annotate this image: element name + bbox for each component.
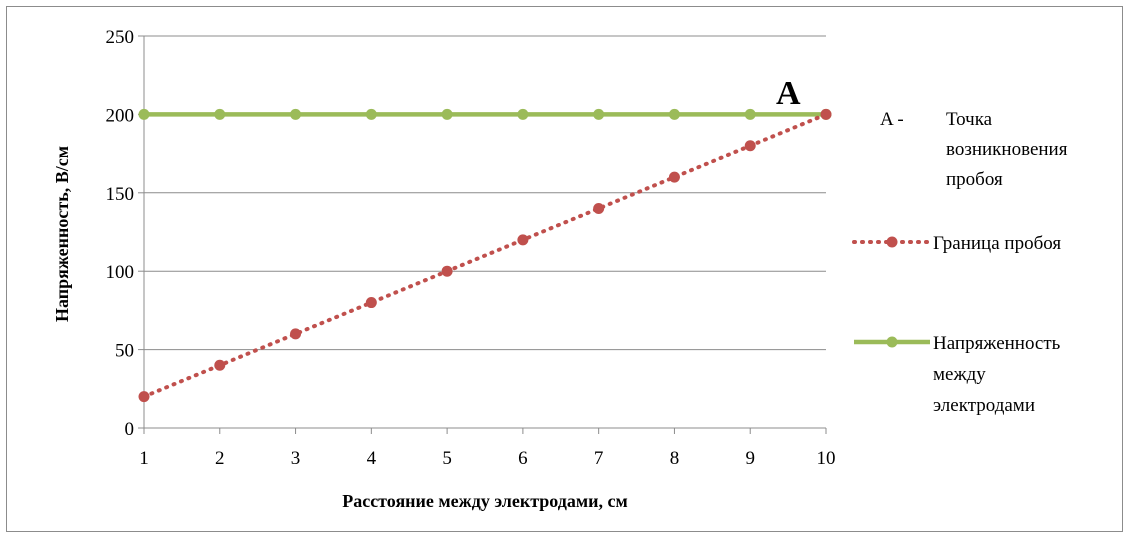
series-0-point <box>744 140 756 152</box>
legend: A - Точка возникновения пробоя Граница п… <box>852 109 1072 416</box>
series-1-point <box>214 108 226 120</box>
y-tick-label: 100 <box>106 262 135 283</box>
x-tick-label: 9 <box>745 448 755 469</box>
legend-label-field-line-2: между <box>933 364 986 385</box>
x-tick-label: 3 <box>291 448 301 469</box>
x-tick-label: 6 <box>518 448 528 469</box>
chart-frame <box>6 6 1123 532</box>
legend-label-field: Напряженность между электродами <box>933 333 1065 416</box>
legend-label-breakdown: Граница пробоя <box>933 233 1061 254</box>
series-0-point <box>290 328 302 340</box>
legend-label-field-line-1: Напряженность <box>933 333 1061 354</box>
x-tick-label: 8 <box>670 448 680 469</box>
legend-annotation-line-1: Точка <box>946 109 993 130</box>
x-axis-title: Расстояние между электродами, см <box>342 491 628 511</box>
series-0-point <box>593 202 605 214</box>
legend-annotation-line-2: возникновения <box>946 139 1068 160</box>
series-0-point <box>820 108 832 120</box>
series-1-point <box>441 108 453 120</box>
series-1-point <box>517 108 529 120</box>
series-0-point <box>517 234 529 246</box>
y-tick-label: 200 <box>106 105 135 126</box>
x-tick-label: 5 <box>442 448 452 469</box>
series-0-point <box>365 297 377 309</box>
series-1-point <box>668 108 680 120</box>
series-1-point <box>290 108 302 120</box>
x-tick-label: 2 <box>215 448 225 469</box>
y-tick-labels: 0 50 100 150 200 250 <box>106 27 135 440</box>
legend-annotation-line-3: пробоя <box>946 169 1003 190</box>
legend-label-field-line-3: электродами <box>933 395 1035 416</box>
x-tick-label: 1 <box>139 448 149 469</box>
annotation-point-label: A <box>776 75 801 112</box>
series-line-0 <box>142 112 828 399</box>
x-tick-label: 4 <box>367 448 377 469</box>
y-tick-label: 0 <box>125 419 135 440</box>
legend-swatch-field-marker <box>886 336 898 348</box>
series-0-point <box>441 265 453 277</box>
series-0-point <box>214 359 226 371</box>
series-layer <box>138 108 832 403</box>
y-axis-title: Напряженность, В/см <box>52 146 72 322</box>
series-0-point <box>668 171 680 183</box>
series-1-point <box>744 108 756 120</box>
series-1-point <box>138 108 150 120</box>
series-0-point <box>138 391 150 403</box>
series-1-point <box>593 108 605 120</box>
x-tick-labels: 1 2 3 4 5 6 7 8 9 10 <box>139 448 835 469</box>
y-tick-label: 50 <box>115 341 134 362</box>
legend-annotation-text: Точка возникновения пробоя <box>946 109 1072 190</box>
x-tick-label: 7 <box>594 448 604 469</box>
legend-swatch-breakdown-marker <box>886 236 898 248</box>
y-tick-label: 150 <box>106 184 135 205</box>
x-tick-label: 10 <box>817 448 836 469</box>
legend-annotation-prefix: A - <box>880 109 904 130</box>
grid-lines <box>138 35 827 434</box>
series-1-point <box>365 108 377 120</box>
y-tick-label: 250 <box>106 27 135 48</box>
